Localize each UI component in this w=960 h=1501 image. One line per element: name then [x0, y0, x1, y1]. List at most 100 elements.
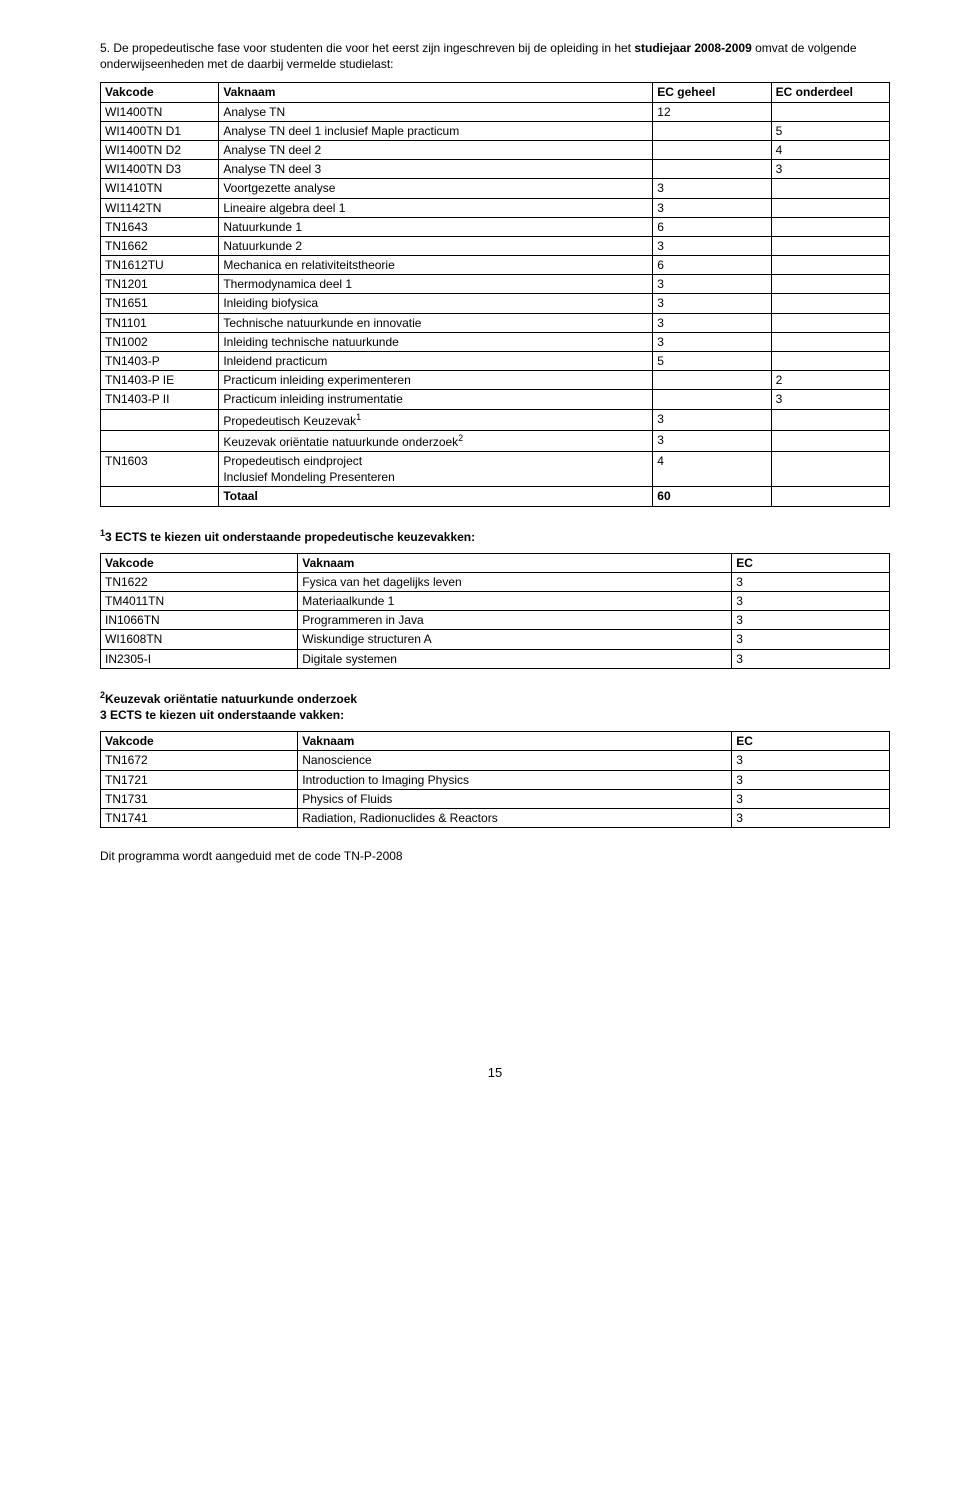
table-cell [771, 409, 889, 430]
table-cell: Inleiding technische natuurkunde [219, 332, 653, 351]
elective-table-1: VakcodeVaknaamEC TN1622Fysica van het da… [100, 553, 890, 669]
intro-bold: studiejaar 2008-2009 [634, 41, 751, 55]
table-row: IN2305-IDigitale systemen3 [101, 649, 890, 668]
table-cell [101, 409, 219, 430]
column-header: Vaknaam [298, 732, 732, 751]
table-cell: TN1403-P II [101, 390, 219, 409]
table-row: TN1002Inleiding technische natuurkunde3 [101, 332, 890, 351]
table-cell: 3 [771, 390, 889, 409]
table-cell: TN1651 [101, 294, 219, 313]
table-cell: WI1400TN [101, 102, 219, 121]
table-cell: WI1400TN D1 [101, 121, 219, 140]
table-cell [771, 451, 889, 486]
column-header: Vakcode [101, 732, 298, 751]
table-row: TN1672Nanoscience3 [101, 751, 890, 770]
table-cell: IN1066TN [101, 611, 298, 630]
table-cell [771, 275, 889, 294]
footnote-sup: 1 [356, 412, 361, 422]
table-cell [653, 390, 771, 409]
table-cell [653, 371, 771, 390]
table-cell: 3 [653, 236, 771, 255]
subheader-2-line1: Keuzevak oriëntatie natuurkunde onderzoe… [105, 692, 357, 706]
table-cell [771, 256, 889, 275]
table-row: TN1643Natuurkunde 16 [101, 217, 890, 236]
table-cell: 6 [653, 217, 771, 236]
column-header: Vakcode [101, 553, 298, 572]
table-cell: Analyse TN deel 3 [219, 160, 653, 179]
table-cell: Practicum inleiding experimenteren [219, 371, 653, 390]
table-cell: 3 [732, 611, 890, 630]
table-cell [771, 102, 889, 121]
table-cell: 3 [732, 770, 890, 789]
table-cell: 3 [732, 592, 890, 611]
table-cell [101, 487, 219, 506]
column-header: Vaknaam [219, 83, 653, 102]
table-cell: Natuurkunde 1 [219, 217, 653, 236]
table-cell: 3 [653, 313, 771, 332]
table-body: WI1400TNAnalyse TN12WI1400TN D1Analyse T… [101, 102, 890, 506]
table-cell: Fysica van het dagelijks leven [298, 572, 732, 591]
subheader-2: 2Keuzevak oriëntatie natuurkunde onderzo… [100, 689, 890, 723]
table-cell: Analyse TN deel 2 [219, 140, 653, 159]
table-cell: Propedeutisch Keuzevak1 [219, 409, 653, 430]
table-cell: Totaal [219, 487, 653, 506]
table-head: VakcodeVaknaamEC [101, 732, 890, 751]
table-cell: TN1101 [101, 313, 219, 332]
table-cell: TN1403-P IE [101, 371, 219, 390]
table-row: TN1662Natuurkunde 23 [101, 236, 890, 255]
table-cell: TM4011TN [101, 592, 298, 611]
table-cell: Propedeutisch eindprojectInclusief Monde… [219, 451, 653, 486]
table-cell: Inleiding biofysica [219, 294, 653, 313]
table-row: WI1400TN D2Analyse TN deel 24 [101, 140, 890, 159]
table-cell [653, 140, 771, 159]
table-cell: Analyse TN deel 1 inclusief Maple practi… [219, 121, 653, 140]
table-cell: 2 [771, 371, 889, 390]
table-cell: 4 [653, 451, 771, 486]
table-cell: Lineaire algebra deel 1 [219, 198, 653, 217]
table-row: WI1400TNAnalyse TN12 [101, 102, 890, 121]
column-header: Vaknaam [298, 553, 732, 572]
table-cell: 3 [653, 198, 771, 217]
table-cell: Keuzevak oriëntatie natuurkunde onderzoe… [219, 430, 653, 451]
table-cell [771, 236, 889, 255]
table-cell: TN1403-P [101, 352, 219, 371]
main-curriculum-table: VakcodeVaknaamEC geheelEC onderdeel WI14… [100, 82, 890, 506]
table-cell: WI1608TN [101, 630, 298, 649]
table-cell: 5 [771, 121, 889, 140]
table-cell: WI1400TN D3 [101, 160, 219, 179]
table-row: TN1403-PInleidend practicum5 [101, 352, 890, 371]
table-cell: TN1201 [101, 275, 219, 294]
table-cell: 3 [732, 789, 890, 808]
table-cell: 3 [732, 649, 890, 668]
table-row: TN1403-P IIPracticum inleiding instrumen… [101, 390, 890, 409]
table-cell [653, 121, 771, 140]
table-row: TN1403-P IEPracticum inleiding experimen… [101, 371, 890, 390]
table-row: TN1622Fysica van het dagelijks leven3 [101, 572, 890, 591]
table-cell [771, 179, 889, 198]
table-cell: Natuurkunde 2 [219, 236, 653, 255]
page-number: 15 [100, 1064, 890, 1082]
program-code-line: Dit programma wordt aangeduid met de cod… [100, 848, 890, 864]
column-header: EC geheel [653, 83, 771, 102]
table-cell: TN1721 [101, 770, 298, 789]
column-header: EC onderdeel [771, 83, 889, 102]
table-cell: Wiskundige structuren A [298, 630, 732, 649]
table-row: Propedeutisch Keuzevak13 [101, 409, 890, 430]
table-cell [771, 294, 889, 313]
table-cell: Practicum inleiding instrumentatie [219, 390, 653, 409]
table-cell: 3 [653, 332, 771, 351]
table-row: WI1400TN D1Analyse TN deel 1 inclusief M… [101, 121, 890, 140]
elective-table-2: VakcodeVaknaamEC TN1672Nanoscience3TN172… [100, 731, 890, 828]
intro-paragraph: 5. De propedeutische fase voor studenten… [100, 40, 890, 72]
table-row: TN1603Propedeutisch eindprojectInclusief… [101, 451, 890, 486]
table-row: IN1066TNProgrammeren in Java3 [101, 611, 890, 630]
table-cell: WI1400TN D2 [101, 140, 219, 159]
table-cell: Technische natuurkunde en innovatie [219, 313, 653, 332]
table-cell: Thermodynamica deel 1 [219, 275, 653, 294]
table-cell: TN1672 [101, 751, 298, 770]
table-row: TN1651Inleiding biofysica3 [101, 294, 890, 313]
table-cell [771, 313, 889, 332]
table-cell: IN2305-I [101, 649, 298, 668]
table-cell: 3 [653, 179, 771, 198]
table-cell [771, 217, 889, 236]
